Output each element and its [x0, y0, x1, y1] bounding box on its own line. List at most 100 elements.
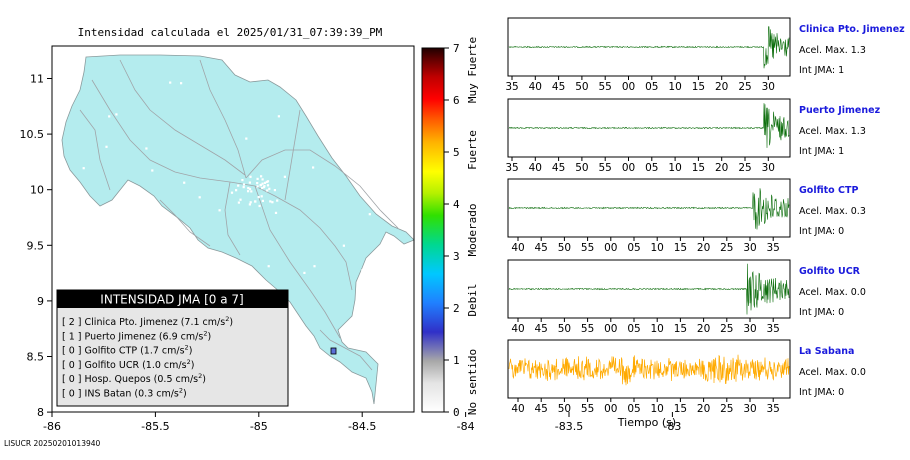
colorbar-tick-label: 1	[453, 354, 460, 367]
map-y-tick-label: 8	[37, 406, 44, 419]
time-tick-label: 05	[645, 162, 658, 174]
time-tick-label: 00	[622, 81, 635, 93]
map-x-tick-label: -86	[43, 420, 61, 433]
map-y-tick-label: 10.5	[20, 128, 45, 141]
time-tick-label: 35	[505, 81, 518, 93]
time-tick-label: 45	[535, 323, 548, 335]
waveform-trace	[508, 188, 790, 230]
intensity-colorbar: 0 1 2 3 4 5 6 7 No sentido Debil Moderado Fuerte Mu…	[421, 37, 479, 419]
time-tick-label: 20	[715, 81, 728, 93]
time-tick-label: 50	[575, 162, 588, 174]
time-tick-label: 25	[720, 242, 733, 254]
time-tick-label: 55	[581, 403, 594, 415]
time-tick-label: 30	[743, 242, 756, 254]
time-axis-label: Tiempo (s)	[617, 416, 676, 429]
station-jma-intensity: Int JMA: 0	[799, 226, 844, 237]
time-tick-label: 10	[668, 162, 681, 174]
time-tick-label: 15	[674, 323, 687, 335]
station-max-accel: Acel. Max. 0.0	[799, 287, 866, 298]
time-tick-label: 45	[552, 162, 565, 174]
map-x-tick-label: -85.5	[141, 420, 169, 433]
time-tick-label: 15	[674, 403, 687, 415]
colorbar-category-label: Muy Fuerte	[466, 37, 479, 103]
waveform-panel: 40 45 50 55 00 05 10 15 20 25 30 35 La Sabana Acel. M…	[507, 339, 866, 415]
station-max-accel: Acel. Max. 1.3	[799, 45, 866, 56]
map-x-axis: -86 -85.5 -85 -84.5 -84 -83.5 -83	[43, 412, 681, 433]
time-tick-label: 55	[599, 81, 612, 93]
map-x-tick-label: -83.5	[555, 420, 583, 433]
station-name: Puerto Jimenez	[799, 105, 881, 116]
map-x-tick-label: -84.5	[348, 420, 376, 433]
time-tick-label: 05	[627, 242, 640, 254]
legend-row: [ 2 ] Clinica Pto. Jimenez (7.1 cm/s2)	[62, 315, 233, 328]
legend-row: [ 0 ] Hosp. Quepos (0.5 cm/s2)	[62, 372, 206, 385]
time-tick-label: 15	[692, 162, 705, 174]
map-x-tick-label: -85	[250, 420, 268, 433]
time-tick-label: 35	[767, 323, 780, 335]
time-tick-label: 00	[604, 403, 617, 415]
map-x-tick-label: -83	[663, 420, 681, 433]
time-tick-label: 30	[762, 81, 775, 93]
colorbar-category-label: Moderado	[466, 204, 479, 257]
time-tick-label: 10	[668, 81, 681, 93]
waveform-panels: 35 40 45 50 55 00 05 10 15 20 25 30 Clinica Pto. Jim…	[505, 17, 905, 415]
station-max-accel: Acel. Max. 0.0	[799, 367, 866, 378]
time-tick-label: 40	[511, 242, 524, 254]
time-tick-label: 20	[697, 323, 710, 335]
time-tick-label: 50	[558, 323, 571, 335]
station-max-accel: Acel. Max. 1.3	[799, 126, 866, 137]
waveform-panel: 35 40 45 50 55 00 05 10 15 20 25 30 Puerto Jimenez Ac…	[505, 98, 881, 174]
time-tick-label: 50	[558, 242, 571, 254]
map-y-tick-label: 9.5	[27, 239, 45, 252]
waveform-trace	[508, 26, 790, 69]
time-tick-label: 45	[535, 403, 548, 415]
station-name: Golfito CTP	[799, 185, 858, 196]
station-max-accel: Acel. Max. 0.3	[799, 206, 866, 217]
time-tick-label: 45	[535, 242, 548, 254]
time-tick-label: 20	[697, 403, 710, 415]
time-tick-label: 15	[674, 242, 687, 254]
time-tick-label: 40	[511, 323, 524, 335]
time-tick-label: 55	[581, 242, 594, 254]
time-tick-label: 25	[720, 403, 733, 415]
map-y-tick-label: 8.5	[27, 351, 45, 364]
colorbar-tick-label: 3	[453, 250, 460, 263]
colorbar-tick-label: 4	[453, 198, 460, 211]
waveform-panel: 35 40 45 50 55 00 05 10 15 20 25 30 Clinica Pto. Jim…	[505, 17, 905, 93]
station-name: Clinica Pto. Jimenez	[799, 24, 905, 35]
map-title: Intensidad calculada el 2025/01/31_07:39…	[78, 26, 383, 39]
station-jma-intensity: Int JMA: 0	[799, 387, 844, 398]
legend-row: [ 1 ] Puerto Jimenez (6.9 cm/s2)	[62, 329, 211, 342]
station-name: Golfito UCR	[799, 266, 861, 277]
colorbar-tick-label: 0	[453, 406, 460, 419]
station-jma-intensity: Int JMA: 0	[799, 307, 844, 318]
time-tick-label: 10	[651, 403, 664, 415]
costa-rica-land	[61, 54, 415, 405]
map-x-tick-label: -84	[457, 420, 475, 433]
time-tick-label: 05	[627, 403, 640, 415]
time-tick-label: 25	[720, 323, 733, 335]
map-y-axis: 11 10.5 10 9.5 9 8.5 8	[20, 73, 52, 419]
time-tick-label: 45	[552, 81, 565, 93]
time-tick-label: 20	[715, 162, 728, 174]
time-tick-label: 30	[743, 403, 756, 415]
time-tick-label: 35	[505, 162, 518, 174]
map-y-tick-label: 10	[30, 184, 44, 197]
time-tick-label: 05	[627, 323, 640, 335]
time-tick-label: 15	[692, 81, 705, 93]
waveform-trace	[508, 103, 790, 148]
time-tick-label: 00	[622, 162, 635, 174]
intensity-legend: INTENSIDAD JMA [0 a 7] [ 2 ] Clinica Pto…	[56, 289, 289, 407]
time-tick-label: 25	[738, 81, 751, 93]
time-tick-label: 35	[767, 403, 780, 415]
time-tick-label: 50	[575, 81, 588, 93]
legend-row: [ 0 ] Golfito UCR (1.0 cm/s2)	[62, 358, 194, 371]
map-y-tick-label: 11	[30, 73, 44, 86]
time-tick-label: 30	[762, 162, 775, 174]
time-tick-label: 25	[738, 162, 751, 174]
footer-code: LISUCR 20250201013940	[4, 439, 101, 448]
colorbar-tick-label: 2	[453, 302, 460, 315]
colorbar-tick-label: 7	[453, 42, 460, 55]
colorbar-tick-label: 5	[453, 146, 460, 159]
